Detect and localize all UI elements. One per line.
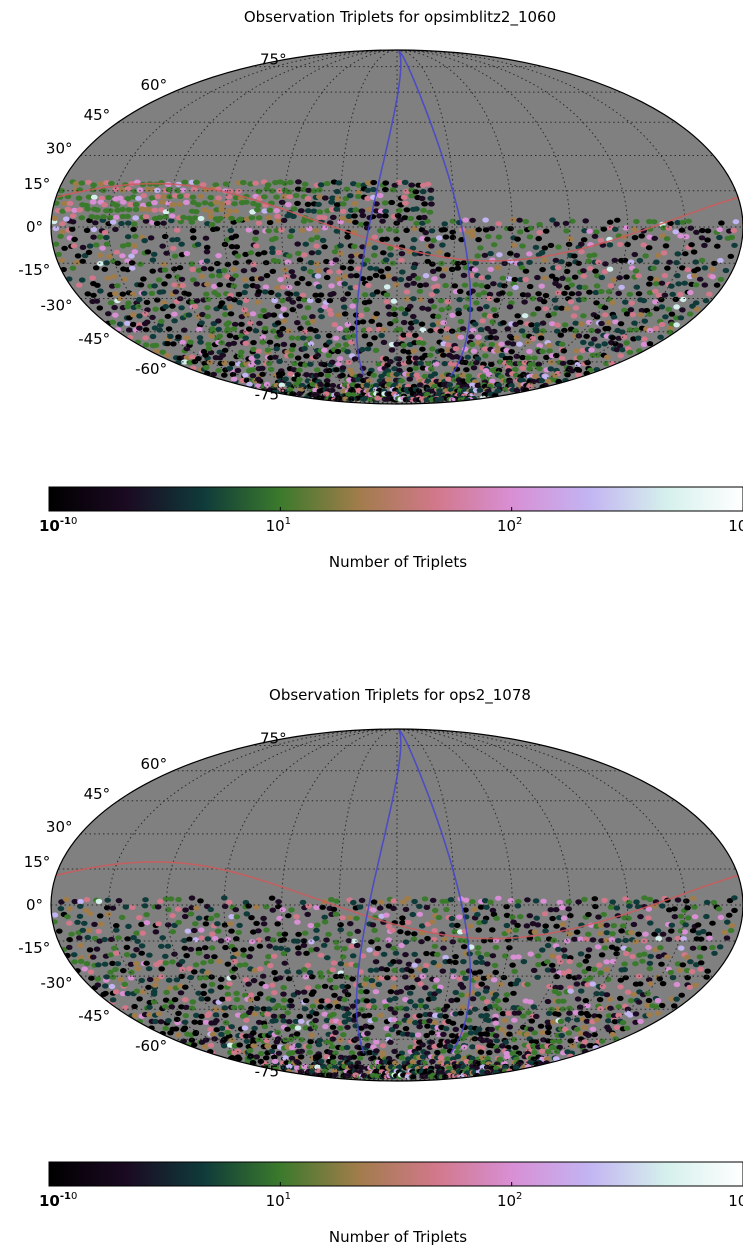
lat-tick-2-8: -45° xyxy=(78,1007,110,1025)
lat-tick-1-3: 30° xyxy=(46,140,73,158)
lat-tick-2-7: -30° xyxy=(41,974,73,992)
lat-tick-2-1: 60° xyxy=(141,755,168,773)
colorbar-label-2: Number of Triplets xyxy=(328,1228,468,1246)
lat-tick-2-6: -15° xyxy=(18,939,50,957)
colorbar-strip-1 xyxy=(48,486,743,512)
coverage-texture-1 xyxy=(51,179,740,403)
colorbar-tick-2-1: 101 xyxy=(266,1191,291,1210)
colorbar-tick-1-3: 103 xyxy=(728,516,743,535)
map-border-1 xyxy=(50,49,743,405)
lat-tick-2-2: 45° xyxy=(84,785,111,803)
lat-tick-2-3: 30° xyxy=(46,818,73,836)
ecliptic-line-right-2 xyxy=(398,729,472,1054)
lat-tick-1-2: 45° xyxy=(84,106,111,124)
colorbar-tick-1-0: 10-1 xyxy=(39,516,71,535)
colorbar-tick-2-2: 102 xyxy=(497,1191,522,1210)
colorbar-tick-1-1: 101 xyxy=(266,516,291,535)
lat-tick-1-9: -60° xyxy=(135,360,167,378)
galactic-plane-line-2 xyxy=(55,860,739,940)
colorbar-1: 10-1 101 102 103 0 xyxy=(39,486,743,535)
graticule-1 xyxy=(51,49,743,405)
graticule-2 xyxy=(51,728,743,1082)
sky-map-2: 75° 60° 45° 30° 15° 0° -15° -30° -45° -60° -75° xyxy=(18,728,743,1082)
colorbar-overlap-exponent-1: 0 xyxy=(71,516,77,527)
lat-tick-1-8: -45° xyxy=(78,330,110,348)
lat-tick-2-0: 75° xyxy=(260,730,287,748)
sky-map-1: 75° 60° 45° 30° 15° 0° -15° -30° -45° -60° -75° xyxy=(18,49,743,405)
lat-tick-1-7: -30° xyxy=(41,297,73,315)
chart-title-1: Observation Triplets for opsimblitz2_106… xyxy=(243,8,557,26)
lat-tick-1-4: 15° xyxy=(24,175,51,193)
lat-tick-1-0: 75° xyxy=(260,51,287,69)
galactic-plane-line-1 xyxy=(55,182,739,262)
colorbar-label-1: Number of Triplets xyxy=(328,553,468,571)
colorbar-2: 10-1 101 102 103 0 xyxy=(39,1161,743,1210)
map-border-2 xyxy=(50,728,743,1082)
lat-tick-2-10: -75° xyxy=(255,1063,287,1081)
colorbar-overlap-exponent-2: 0 xyxy=(71,1191,77,1202)
lat-tick-2-4: 15° xyxy=(24,853,51,871)
colorbar-strip-2 xyxy=(48,1161,743,1187)
lat-tick-2-9: -60° xyxy=(135,1037,167,1055)
colorbar-tick-2-0: 10-1 xyxy=(39,1191,71,1210)
ecliptic-line-right-1 xyxy=(398,50,472,377)
colorbar-tick-2-3: 103 xyxy=(728,1191,743,1210)
chart-title-2: Observation Triplets for ops2_1078 xyxy=(269,686,531,704)
lat-tick-1-10: -75° xyxy=(255,385,287,403)
lat-tick-1-5: 0° xyxy=(26,218,43,236)
lat-tick-2-5: 0° xyxy=(26,896,43,914)
lat-tick-1-6: -15° xyxy=(18,261,50,279)
colorbar-tick-1-2: 102 xyxy=(497,516,522,535)
lat-tick-1-1: 60° xyxy=(141,76,168,94)
